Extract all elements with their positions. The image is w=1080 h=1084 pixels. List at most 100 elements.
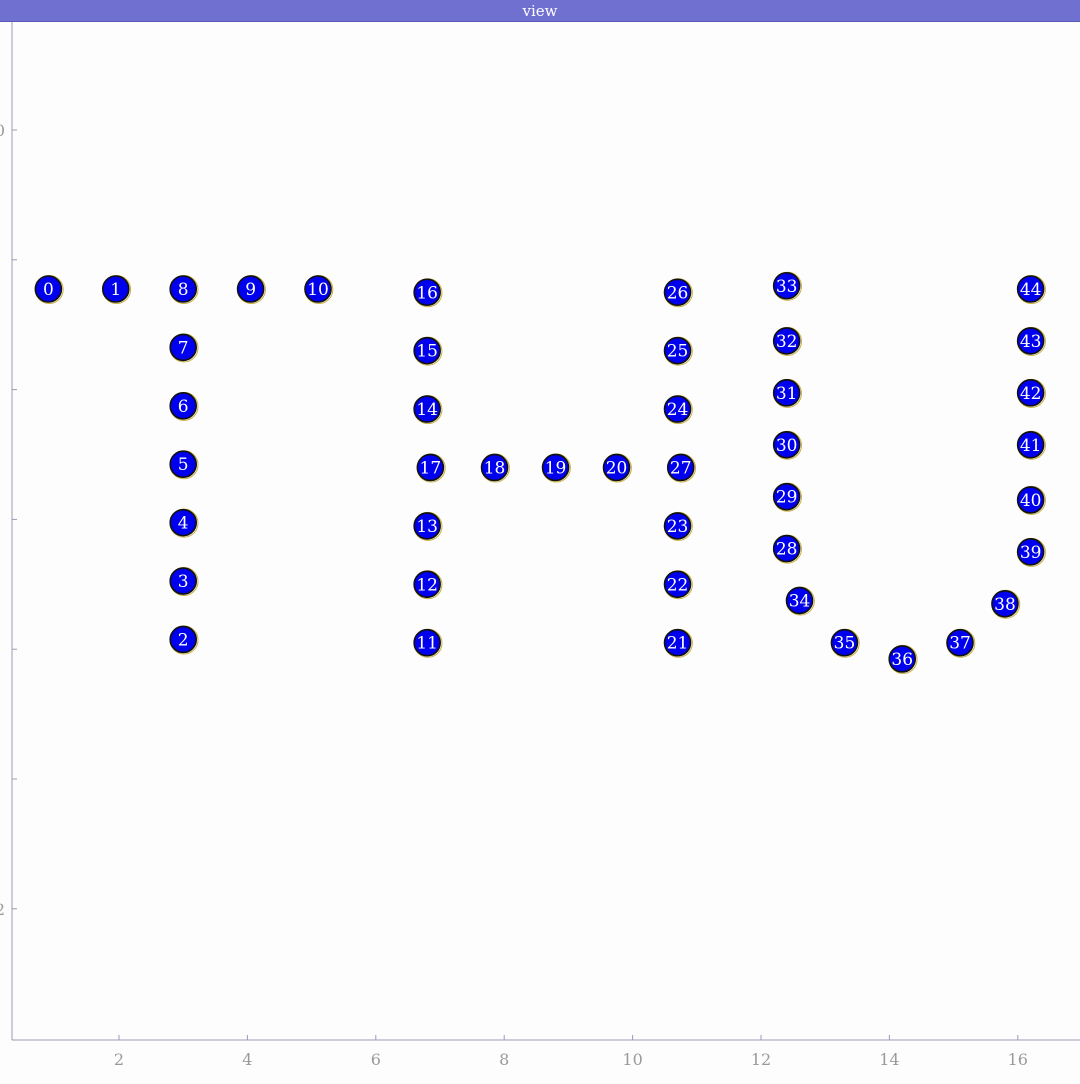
node-29[interactable]: 29 <box>772 482 802 512</box>
node-circle <box>772 271 801 300</box>
node-43[interactable]: 43 <box>1016 326 1046 356</box>
node-circle <box>413 570 441 599</box>
scatter-plot[interactable]: 24681012141620 0123456789101112131415161… <box>0 22 1080 1080</box>
node-label: 36 <box>891 650 913 670</box>
node-18[interactable]: 18 <box>480 453 510 483</box>
window-title-bar[interactable]: view <box>0 0 1080 22</box>
node-circle <box>663 570 692 599</box>
node-31[interactable]: 31 <box>772 378 802 408</box>
node-label: 19 <box>545 458 567 478</box>
node-circle <box>785 586 814 615</box>
node-38[interactable]: 38 <box>991 589 1021 619</box>
node-12[interactable]: 12 <box>413 570 443 600</box>
node-36[interactable]: 36 <box>888 644 918 674</box>
node-label: 23 <box>667 517 689 537</box>
node-label: 33 <box>776 277 798 297</box>
node-label: 38 <box>994 595 1016 615</box>
plot-area[interactable]: 24681012141620 0123456789101112131415161… <box>0 22 1080 1080</box>
node-32[interactable]: 32 <box>772 326 802 356</box>
node-label: 29 <box>776 488 798 508</box>
node-0[interactable]: 0 <box>34 275 64 305</box>
node-11[interactable]: 11 <box>413 628 443 658</box>
node-label: 22 <box>667 575 689 595</box>
node-label: 10 <box>307 280 329 300</box>
node-3[interactable]: 3 <box>169 567 199 597</box>
node-circle <box>772 482 801 511</box>
node-label: 24 <box>667 400 689 420</box>
node-label: 37 <box>949 634 971 654</box>
node-circle <box>101 275 130 303</box>
node-37[interactable]: 37 <box>946 628 976 658</box>
node-24[interactable]: 24 <box>663 395 693 425</box>
node-4[interactable]: 4 <box>169 508 199 538</box>
node-circle <box>663 628 692 657</box>
node-20[interactable]: 20 <box>602 453 632 483</box>
node-circle <box>34 275 63 303</box>
node-8[interactable]: 8 <box>169 275 199 305</box>
y-tick-label: 2 <box>0 900 5 919</box>
node-42[interactable]: 42 <box>1016 378 1046 408</box>
node-10[interactable]: 10 <box>304 275 334 305</box>
x-tick-label: 2 <box>114 1050 124 1069</box>
node-6[interactable]: 6 <box>169 391 199 421</box>
node-circle <box>413 336 441 365</box>
node-34[interactable]: 34 <box>785 586 815 616</box>
node-19[interactable]: 19 <box>541 453 571 483</box>
node-label: 3 <box>178 572 189 592</box>
node-16[interactable]: 16 <box>413 278 443 308</box>
node-circle <box>169 567 197 595</box>
node-2[interactable]: 2 <box>169 625 199 655</box>
node-26[interactable]: 26 <box>663 278 693 308</box>
node-15[interactable]: 15 <box>413 336 443 366</box>
node-23[interactable]: 23 <box>663 511 693 541</box>
node-28[interactable]: 28 <box>772 534 802 564</box>
axes: 24681012141620 <box>0 22 1080 1069</box>
node-label: 25 <box>667 342 689 362</box>
node-label: 39 <box>1020 543 1042 563</box>
node-label: 9 <box>245 280 256 300</box>
node-circle <box>772 379 801 407</box>
node-17[interactable]: 17 <box>416 453 446 483</box>
node-1[interactable]: 1 <box>101 275 132 305</box>
node-21[interactable]: 21 <box>663 628 693 658</box>
x-tick-label: 12 <box>751 1050 771 1069</box>
node-circle <box>1016 430 1045 459</box>
node-circle <box>772 430 801 459</box>
node-circle <box>772 327 801 355</box>
node-label: 1 <box>110 280 121 300</box>
node-22[interactable]: 22 <box>663 570 693 600</box>
node-35[interactable]: 35 <box>830 628 860 658</box>
node-9[interactable]: 9 <box>236 275 266 305</box>
node-label: 44 <box>1020 280 1042 300</box>
node-circle <box>304 275 332 303</box>
node-label: 18 <box>484 458 506 478</box>
node-circle <box>169 275 197 303</box>
node-label: 0 <box>43 280 54 300</box>
node-25[interactable]: 25 <box>663 336 693 366</box>
node-label: 5 <box>178 455 189 475</box>
node-7[interactable]: 7 <box>169 333 199 363</box>
node-label: 41 <box>1020 436 1042 456</box>
node-5[interactable]: 5 <box>169 450 199 480</box>
node-40[interactable]: 40 <box>1016 485 1046 515</box>
node-circle <box>416 453 445 482</box>
node-circle <box>663 512 692 540</box>
node-13[interactable]: 13 <box>413 511 443 541</box>
node-30[interactable]: 30 <box>772 430 802 460</box>
node-33[interactable]: 33 <box>772 271 802 301</box>
node-circle <box>602 453 631 482</box>
node-39[interactable]: 39 <box>1016 537 1046 567</box>
node-circle <box>1016 327 1045 355</box>
node-circle <box>1016 538 1045 566</box>
node-14[interactable]: 14 <box>413 395 443 425</box>
x-tick-label: 4 <box>242 1050 252 1069</box>
node-circle <box>169 625 197 654</box>
node-label: 13 <box>416 517 438 537</box>
node-27[interactable]: 27 <box>666 453 697 483</box>
x-tick-label: 16 <box>1008 1050 1028 1069</box>
node-label: 40 <box>1020 491 1042 511</box>
node-circle <box>169 508 197 537</box>
node-41[interactable]: 41 <box>1016 430 1046 460</box>
node-44[interactable]: 44 <box>1016 275 1046 305</box>
